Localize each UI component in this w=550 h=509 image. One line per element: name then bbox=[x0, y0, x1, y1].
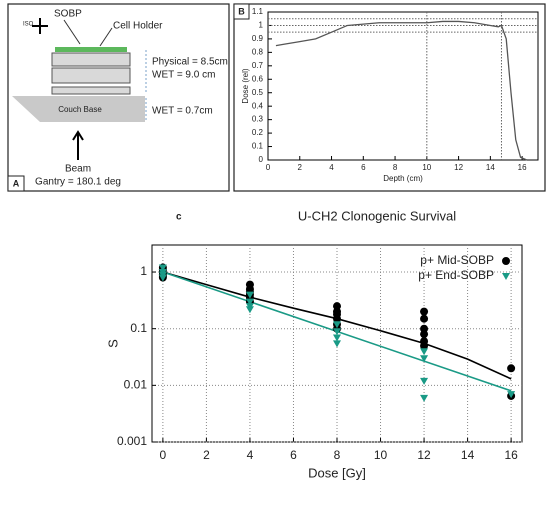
marker bbox=[420, 341, 429, 350]
legend-marker bbox=[502, 273, 510, 280]
marker bbox=[420, 314, 429, 323]
y-axis-label: S bbox=[105, 339, 120, 348]
x-tick-label: 12 bbox=[417, 448, 431, 462]
x-tick-label: 10 bbox=[374, 448, 388, 462]
marker bbox=[420, 307, 429, 316]
x-tick-label: 8 bbox=[393, 163, 398, 172]
phantom-slab bbox=[51, 67, 131, 84]
marker bbox=[420, 330, 429, 339]
y-axis-label: Dose (rel) bbox=[241, 68, 250, 103]
marker bbox=[420, 324, 429, 333]
y-tick-label: 0.6 bbox=[252, 74, 264, 83]
couch-label: Couch Base bbox=[58, 105, 102, 114]
x-tick-label: 6 bbox=[290, 448, 297, 462]
marker bbox=[333, 334, 341, 342]
chart-title: U-CH2 Clonogenic Survival bbox=[298, 208, 456, 223]
x-tick-label: 4 bbox=[329, 163, 334, 172]
marker bbox=[507, 364, 516, 373]
marker bbox=[333, 328, 341, 336]
plot-area bbox=[267, 11, 539, 161]
x-tick-label: 12 bbox=[454, 163, 463, 172]
x-tick-label: 14 bbox=[486, 163, 495, 172]
couch-base bbox=[12, 96, 145, 122]
y-tick-label: 0.001 bbox=[117, 434, 147, 448]
beam-arrow bbox=[72, 130, 84, 160]
y-tick-label: 0.9 bbox=[252, 34, 264, 43]
panel-label: A bbox=[13, 178, 20, 188]
marker bbox=[245, 291, 254, 299]
dose-curve bbox=[275, 20, 528, 161]
x-tick-label: 0 bbox=[160, 448, 167, 462]
phantom-slab bbox=[51, 86, 131, 95]
marker bbox=[333, 321, 341, 329]
marker bbox=[420, 377, 429, 385]
marker bbox=[420, 394, 429, 402]
x-tick-label: 2 bbox=[298, 163, 303, 172]
y-tick-label: 1.1 bbox=[252, 7, 264, 16]
cell-holder-label: Cell Holder bbox=[113, 21, 163, 32]
panel-label-box bbox=[7, 175, 25, 192]
y-tick-label: 1 bbox=[259, 21, 264, 30]
y-tick-label: 0.7 bbox=[252, 61, 264, 70]
pointer bbox=[63, 19, 81, 45]
beam-label: Beam bbox=[65, 164, 91, 175]
wet-couch-label: WET = 0.7cm bbox=[152, 106, 213, 117]
panel-label: c bbox=[176, 212, 182, 223]
x-tick-label: 10 bbox=[422, 163, 431, 172]
x-tick-label: 2 bbox=[203, 448, 210, 462]
y-tick-label: 0.4 bbox=[252, 101, 264, 110]
x-tick-label: 14 bbox=[461, 448, 475, 462]
x-axis-label: Dose [Gy] bbox=[308, 465, 366, 480]
marker bbox=[420, 355, 429, 363]
pointer bbox=[99, 27, 113, 47]
x-tick-label: 8 bbox=[334, 448, 341, 462]
x-tick-label: 6 bbox=[361, 163, 366, 172]
marker bbox=[507, 391, 516, 399]
legend-label: p+ Mid-SOBP bbox=[420, 253, 494, 267]
y-tick-label: 0.5 bbox=[252, 88, 264, 97]
marker bbox=[333, 340, 341, 348]
y-tick-label: 0.1 bbox=[130, 321, 147, 335]
y-tick-label: 0.01 bbox=[124, 378, 148, 392]
x-axis-label: Depth (cm) bbox=[383, 174, 423, 183]
marker bbox=[158, 264, 167, 272]
y-tick-label: 1 bbox=[140, 264, 147, 278]
marker bbox=[245, 298, 254, 306]
y-tick-label: 0 bbox=[259, 155, 264, 164]
marker bbox=[420, 348, 429, 356]
cell-holder bbox=[55, 47, 127, 52]
iso-cross bbox=[32, 18, 48, 34]
sobp-label: SOBP bbox=[54, 9, 82, 20]
x-tick-label: 16 bbox=[518, 163, 527, 172]
iso-label: ISO bbox=[23, 22, 34, 28]
x-tick-label: 16 bbox=[504, 448, 518, 462]
marker bbox=[245, 306, 254, 314]
marker bbox=[333, 302, 341, 311]
x-tick-label: 0 bbox=[266, 163, 271, 172]
legend-label: p+ End-SOBP bbox=[418, 268, 494, 282]
panel-label-box bbox=[233, 3, 250, 20]
y-tick-label: 0.2 bbox=[252, 128, 264, 137]
y-tick-label: 0.8 bbox=[252, 47, 264, 56]
legend-marker bbox=[502, 257, 510, 265]
marker bbox=[333, 314, 341, 323]
physical-label: Physical = 8.5cm bbox=[152, 57, 228, 68]
marker bbox=[158, 274, 167, 282]
chart-c: 0 2 4 6 8 10 12 14 16 0.001 0.01 0.1 1 p+ Mid-SOBPp+ … bbox=[105, 208, 523, 480]
y-tick-label: 0.3 bbox=[252, 115, 264, 124]
gantry-label: Gantry = 180.1 deg bbox=[35, 177, 121, 188]
phantom-slab bbox=[51, 52, 131, 67]
wet-label: WET = 9.0 cm bbox=[152, 70, 215, 81]
panel-label: B bbox=[238, 6, 245, 16]
x-tick-label: 4 bbox=[247, 448, 254, 462]
chart-b: 0 2 4 6 8 10 12 14 16 0 0.1 0.2 0.3 0.4 0.5 0.6 0.7 0.8 0.… bbox=[233, 3, 539, 183]
y-tick-label: 0.1 bbox=[252, 142, 264, 151]
